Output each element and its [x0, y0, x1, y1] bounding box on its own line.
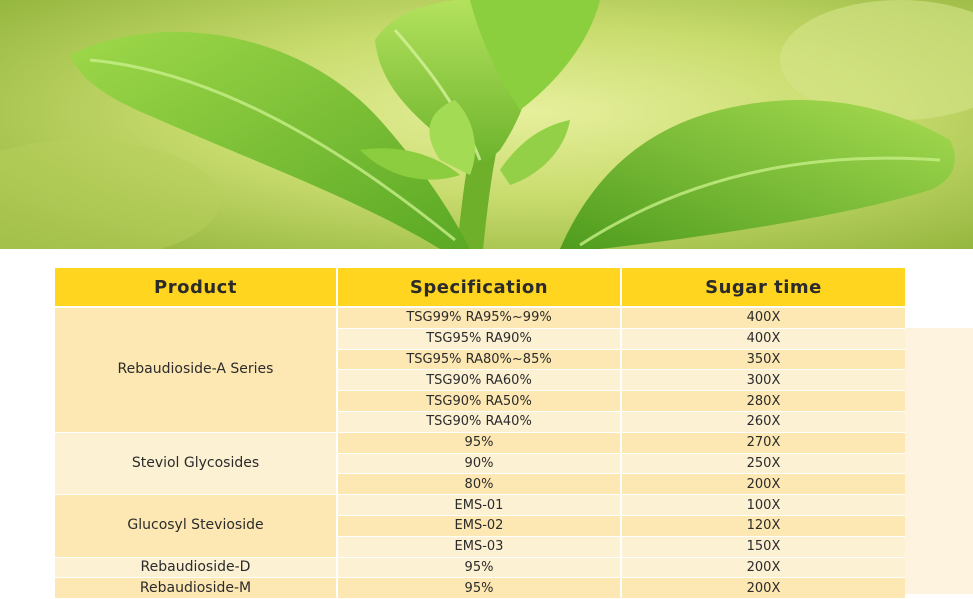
- spec-cell: EMS-01: [338, 495, 622, 516]
- table-row: 80% 200X: [55, 474, 905, 496]
- spec-cell: TSG90% RA60%: [338, 370, 622, 392]
- table-row: TSG90% RA50% 280X: [55, 391, 905, 412]
- product-cell: Rebaudioside-A Series: [55, 308, 338, 433]
- spec-cell: TSG90% RA50%: [338, 391, 622, 412]
- sugar-cell: 100X: [622, 495, 905, 516]
- sugar-cell: 150X: [622, 536, 905, 558]
- table-row: Rebaudioside-D 95% 200X: [55, 557, 905, 579]
- stevia-leaves-image: [0, 0, 973, 249]
- product-cell: Steviol Glycosides: [55, 432, 338, 496]
- spec-table: Product Specification Sugar time Rebaudi…: [55, 268, 905, 599]
- table-row: Glucosyl Stevioside EMS-01 100X: [55, 495, 905, 558]
- table-body: Rebaudioside-A Series TSG99% RA95%~99% 4…: [55, 308, 905, 599]
- table-row: TSG90% RA40% 260X: [55, 411, 905, 433]
- table-row: EMS-03 150X: [55, 536, 905, 558]
- header-product: Product: [55, 268, 338, 308]
- table-row: TSG95% RA90% 400X: [55, 328, 905, 350]
- header-sugar-time: Sugar time: [622, 268, 905, 308]
- spec-cell: TSG95% RA80%~85%: [338, 349, 622, 371]
- sugar-cell: 200X: [622, 557, 905, 579]
- table-row: 90% 250X: [55, 453, 905, 475]
- spec-cell: 90%: [338, 453, 622, 475]
- table-row: EMS-02 120X: [55, 515, 905, 537]
- spec-cell: 95%: [338, 578, 622, 599]
- spec-cell: TSG99% RA95%~99%: [338, 308, 622, 329]
- table-row: TSG95% RA80%~85% 350X: [55, 349, 905, 371]
- header-specification: Specification: [338, 268, 622, 308]
- sugar-cell: 270X: [622, 432, 905, 454]
- sugar-cell: 120X: [622, 515, 905, 537]
- table-header-row: Product Specification Sugar time: [55, 268, 905, 308]
- sugar-cell: 200X: [622, 578, 905, 599]
- sugar-cell: 400X: [622, 308, 905, 329]
- spec-cell: 95%: [338, 432, 622, 454]
- product-cell: Glucosyl Stevioside: [55, 495, 338, 558]
- spec-cell: TSG90% RA40%: [338, 411, 622, 433]
- spec-cell: TSG95% RA90%: [338, 328, 622, 350]
- sugar-cell: 250X: [622, 453, 905, 475]
- sugar-cell: 400X: [622, 328, 905, 350]
- product-cell: Rebaudioside-D: [55, 557, 338, 579]
- table-row: Steviol Glycosides 95% 270X: [55, 432, 905, 496]
- product-cell: Rebaudioside-M: [55, 578, 338, 599]
- spec-cell: 80%: [338, 474, 622, 496]
- spec-cell: EMS-03: [338, 536, 622, 558]
- sugar-cell: 260X: [622, 411, 905, 433]
- spec-cell: EMS-02: [338, 515, 622, 537]
- table-row: Rebaudioside-A Series TSG99% RA95%~99% 4…: [55, 308, 905, 433]
- spec-cell: 95%: [338, 557, 622, 579]
- sugar-cell: 200X: [622, 474, 905, 496]
- table-row: TSG90% RA60% 300X: [55, 370, 905, 392]
- sugar-cell: 350X: [622, 349, 905, 371]
- sugar-cell: 300X: [622, 370, 905, 392]
- sugar-cell: 280X: [622, 391, 905, 412]
- table-row: Rebaudioside-M 95% 200X: [55, 578, 905, 599]
- hero-banner: [0, 0, 973, 249]
